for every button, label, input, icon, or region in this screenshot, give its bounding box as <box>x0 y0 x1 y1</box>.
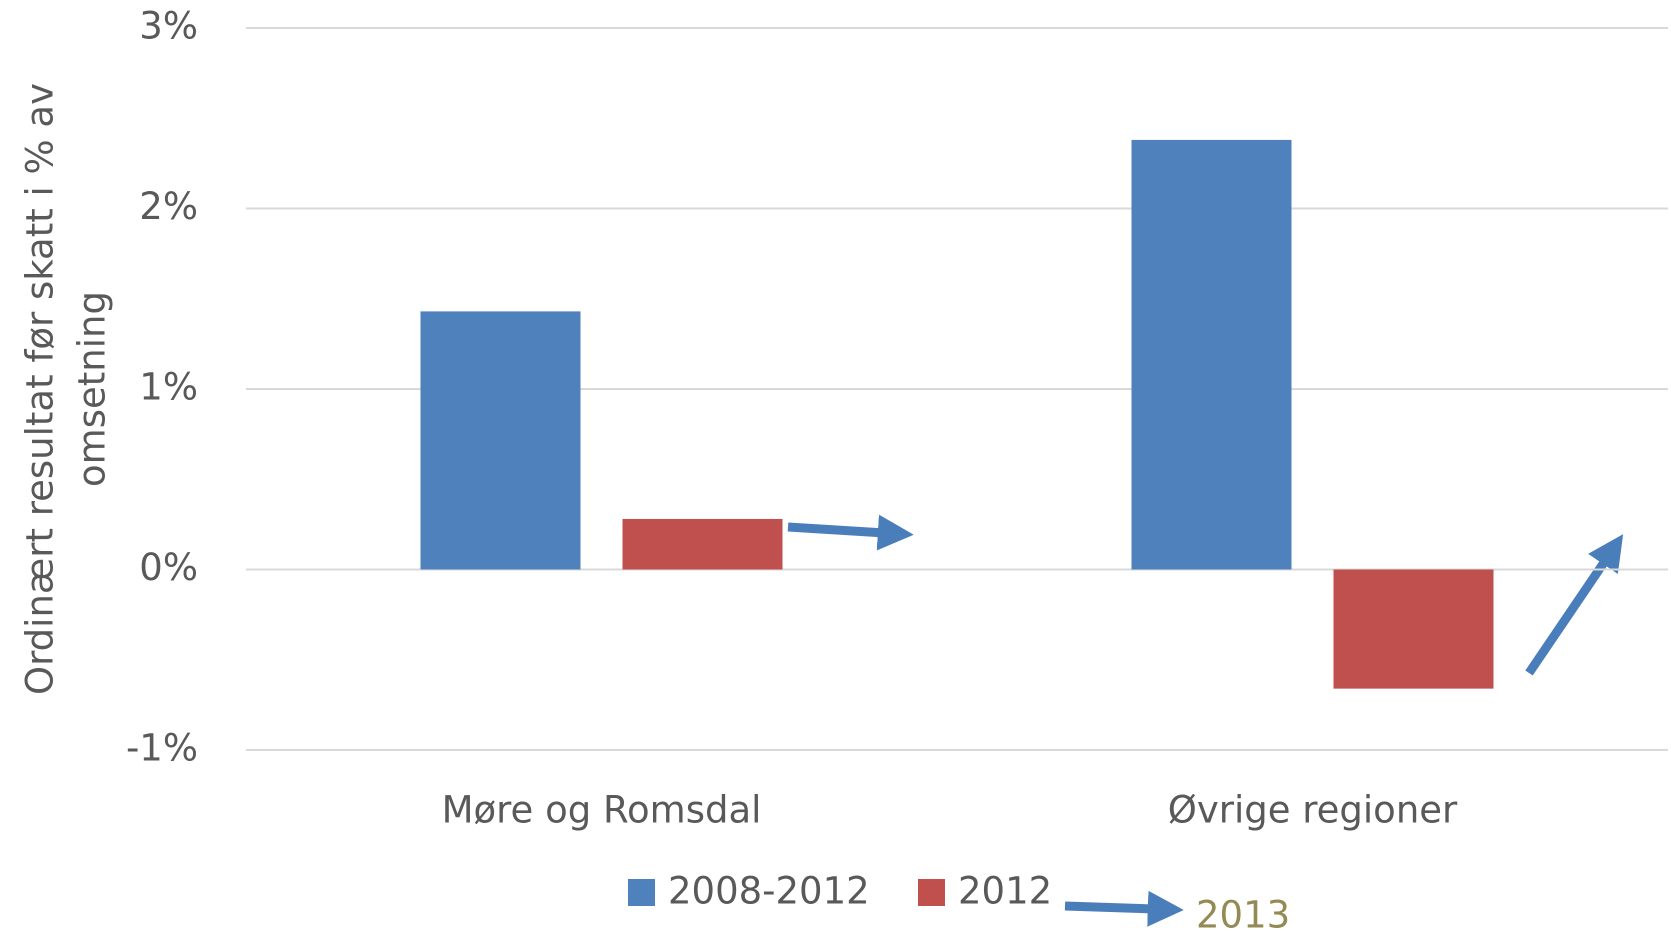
bar <box>622 518 783 570</box>
bar <box>1131 139 1292 570</box>
y-tick-label: 2% <box>139 185 198 228</box>
arrow <box>787 514 914 551</box>
legend-label: 2012 <box>958 870 1052 913</box>
y-axis-title-line: omsetning <box>71 291 114 487</box>
legend-swatch <box>918 879 945 906</box>
legend-swatch <box>628 879 655 906</box>
y-tick-label: 0% <box>139 546 198 589</box>
arrow <box>1064 890 1184 927</box>
y-tick-label: 1% <box>139 366 198 409</box>
arrow <box>1525 534 1624 676</box>
bar <box>1333 569 1494 689</box>
y-tick-label: 3% <box>139 5 198 48</box>
x-tick-label: Øvrige regioner <box>1168 789 1458 832</box>
bar <box>420 311 581 570</box>
x-tick-label: Møre og Romsdal <box>442 789 762 832</box>
y-axis-title: Ordinært resultat før skatt i % av omset… <box>19 83 114 695</box>
y-axis-title-line: Ordinært resultat før skatt i % av <box>19 83 62 695</box>
y-tick-label: -1% <box>126 727 198 770</box>
annotation: 2013 <box>1196 894 1290 933</box>
legend-label: 2008-2012 <box>668 870 870 913</box>
